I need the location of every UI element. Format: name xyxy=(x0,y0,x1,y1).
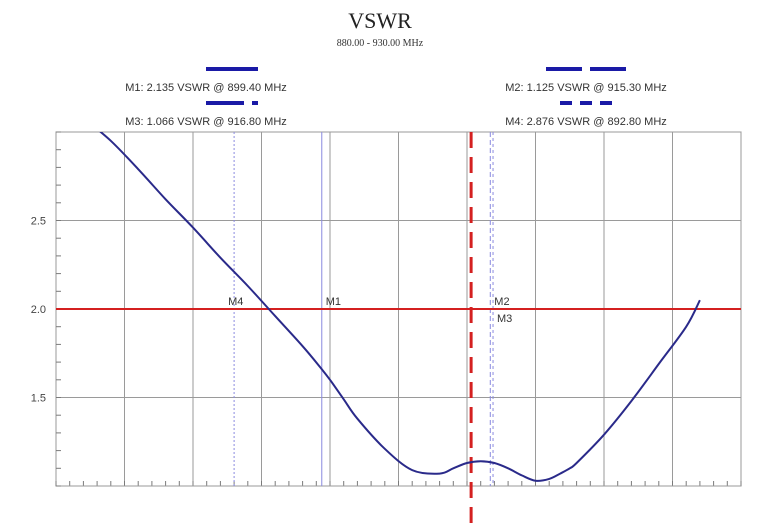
y-tick-label: 2.5 xyxy=(31,216,46,228)
chart-subtitle: 880.00 - 930.00 MHz xyxy=(337,38,424,49)
marker-tag-m2: M2 xyxy=(494,296,509,308)
y-tick-label: 1.5 xyxy=(31,393,46,405)
y-tick-label: 2.0 xyxy=(31,304,46,316)
marker-tag-m3: M3 xyxy=(497,313,512,325)
marker-label-m3: M3: 1.066 VSWR @ 916.80 MHz xyxy=(125,116,287,128)
chart-title: VSWR xyxy=(348,8,412,33)
marker-label-m2: M2: 1.125 VSWR @ 915.30 MHz xyxy=(505,82,667,94)
vswr-series-line-0 xyxy=(99,132,701,482)
marker-label-m1: M1: 2.135 VSWR @ 899.40 MHz xyxy=(125,82,287,94)
marker-tag-m4: M4 xyxy=(228,296,243,308)
marker-label-m4: M4: 2.876 VSWR @ 892.80 MHz xyxy=(505,116,667,128)
marker-tag-m1: M1 xyxy=(326,296,341,308)
plot-area: 1.5 2.0 2.5 M1 M2 M3 M4 xyxy=(31,131,742,524)
